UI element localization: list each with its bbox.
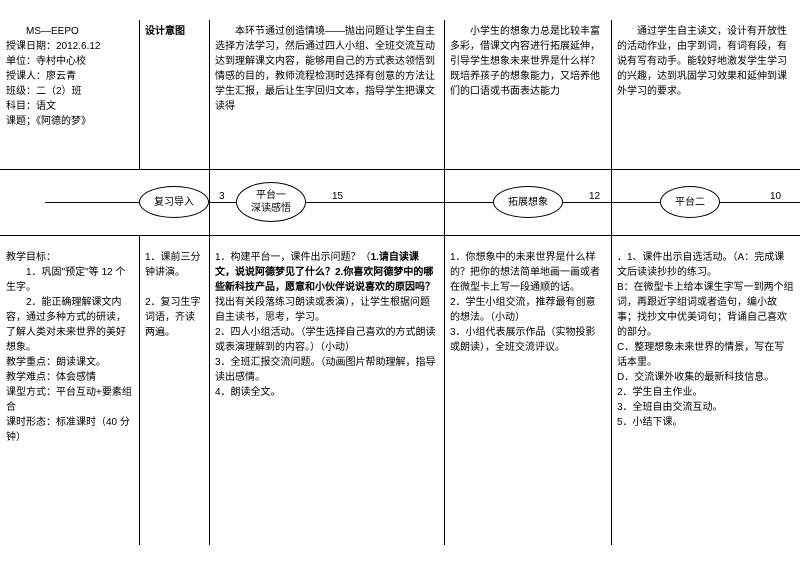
c3-3: 3．全班汇报交流问题。（动画图片帮助理解，指导读出感情。 [215, 355, 438, 385]
title-line: MS—EEPO [6, 24, 133, 39]
top-c4: 小学生的想象力总是比较丰富多彩，借课文内容进行拓展延伸，引导学生想象未来世界是什… [444, 20, 611, 169]
platform2-block: ．1、课件出示自选活动。（A：完成课文后读读抄抄的练习。 B：在微型卡上给本课生… [611, 236, 800, 566]
design-header-block: 设计意图 [139, 20, 209, 169]
c3-1-post: 找出有关段落练习朗读或表演），让学生根据问题自主读书，思考，学习。 [215, 297, 430, 323]
focus: 教学重点：朗读课文。 [6, 355, 133, 370]
top-row: MS—EEPO 授课日期：2012.6.12 单位：寺村中心校 授课人：廖云青 … [0, 20, 800, 170]
top-c3: 本环节通过创造情境——抛出问题让学生自主选择方法学习，然后通过四人小组、全班交流… [209, 20, 444, 169]
expand-block: 1．你想象中的未来世界是什么样的？把你的想法简单地画一画或者在微型卡上写一段通顺… [444, 236, 611, 566]
c5-d: D．交流课外收集的最新科技信息。 [617, 370, 794, 385]
type: 课型方式：平台互动+要素组合 [6, 385, 133, 415]
node-platform2: 平台二 [660, 186, 720, 218]
goals-block: 教学目标： 1．巩固"预定"等 12 个生字。 2．能正确理解课文内容，通过多种… [0, 236, 139, 566]
difficulty: 教学难点：体会感情 [6, 370, 133, 385]
goal-label: 教学目标： [6, 250, 133, 265]
duration-1: 3 [219, 191, 225, 202]
node-label: 拓展想象 [508, 196, 548, 209]
c4-1: 1．你想象中的未来世界是什么样的？把你的想法简单地画一画或者在微型卡上写一段通顺… [450, 250, 605, 295]
bottom-row: 教学目标： 1．巩固"预定"等 12 个生字。 2．能正确理解课文内容，通过多种… [0, 235, 800, 566]
node-label: 平台一 深读感悟 [251, 189, 291, 215]
divider [139, 20, 140, 170]
c3-1-pre: 1．构建平台一，课件出示问题？（ [215, 252, 371, 263]
node-platform1: 平台一 深读感悟 [236, 182, 306, 222]
teacher: 授课人：廖云青 [6, 69, 133, 84]
school: 单位：寺村中心校 [6, 54, 133, 69]
c5-b: B：在微型卡上给本课生字写一到两个组词，再跟近字组词或者造句，编小故事；找抄文中… [617, 280, 794, 340]
top-c3-text: 本环节通过创造情境——抛出问题让学生自主选择方法学习，然后通过四人小组、全班交流… [215, 24, 438, 114]
class: 班级：二（2）班 [6, 84, 133, 99]
goal-1: 1．巩固"预定"等 12 个生字。 [6, 265, 133, 295]
c5-2: 2．学生自主作业。 [617, 385, 794, 400]
top-c5-text: 通过学生自主读文，设计有开放性的活动作业，由字到词，有词有段，有说有写有动手。能… [617, 24, 794, 99]
c2-1: 1．课前三分钟讲演。 [145, 250, 203, 280]
platform1-block: 1．构建平台一，课件出示问题？（1.请自读课文，说说阿德梦见了什么？2.你喜欢阿… [209, 236, 444, 566]
c5-3: 3．全班自由交流互动。 [617, 400, 794, 415]
lesson: 课题；《阿德的梦》 [6, 114, 133, 129]
meta-block: MS—EEPO 授课日期：2012.6.12 单位：寺村中心校 授课人：廖云青 … [0, 20, 139, 169]
c5-4: 5．小结下课。 [617, 415, 794, 430]
c5-c: C．整理想象未来世界的情景，写在写话本里。 [617, 340, 794, 370]
divider [611, 20, 612, 170]
goal-2: 2．能正确理解课文内容，通过多种方式的研读，了解人类对未来世界的美好想象。 [6, 295, 133, 355]
node-review: 复习导入 [139, 186, 209, 218]
form: 课时形态：标准课时（40 分钟） [6, 415, 133, 445]
divider [209, 20, 210, 170]
c4-2: 2．学生小组交流，推荐最有创意的想法。（小动） [450, 295, 605, 325]
node-expand: 拓展想象 [493, 186, 563, 218]
subject: 科目：语文 [6, 99, 133, 114]
node-label: 平台二 [675, 196, 705, 209]
c3-2: 2．四人小组活动。（学生选择自己喜欢的方式朗读或表演理解到的内容。）（小动） [215, 325, 438, 355]
timeline-segment [45, 202, 139, 203]
c2-2: 2．复习生字词语，齐读两遍。 [145, 295, 203, 340]
duration-3: 12 [589, 191, 600, 202]
c3-4: 4．朗读全文。 [215, 385, 438, 400]
c5-1: ．1、课件出示自选活动。（A：完成课文后读读抄抄的练习。 [617, 250, 794, 280]
top-c5: 通过学生自主读文，设计有开放性的活动作业，由字到词，有词有段，有说有写有动手。能… [611, 20, 800, 169]
date: 授课日期：2012.6.12 [6, 39, 133, 54]
review-block: 1．课前三分钟讲演。 2．复习生字词语，齐读两遍。 [139, 236, 209, 566]
c3-1: 1．构建平台一，课件出示问题？（1.请自读课文，说说阿德梦见了什么？2.你喜欢阿… [215, 250, 438, 325]
divider [444, 20, 445, 170]
duration-2: 15 [332, 191, 343, 202]
design-header: 设计意图 [145, 24, 203, 39]
duration-4: 10 [770, 191, 781, 202]
node-label: 复习导入 [154, 196, 194, 209]
c4-3: 3．小组代表展示作品（实物投影或朗读），全班交流评议。 [450, 325, 605, 355]
top-c4-text: 小学生的想象力总是比较丰富多彩，借课文内容进行拓展延伸，引导学生想象未来世界是什… [450, 24, 605, 99]
